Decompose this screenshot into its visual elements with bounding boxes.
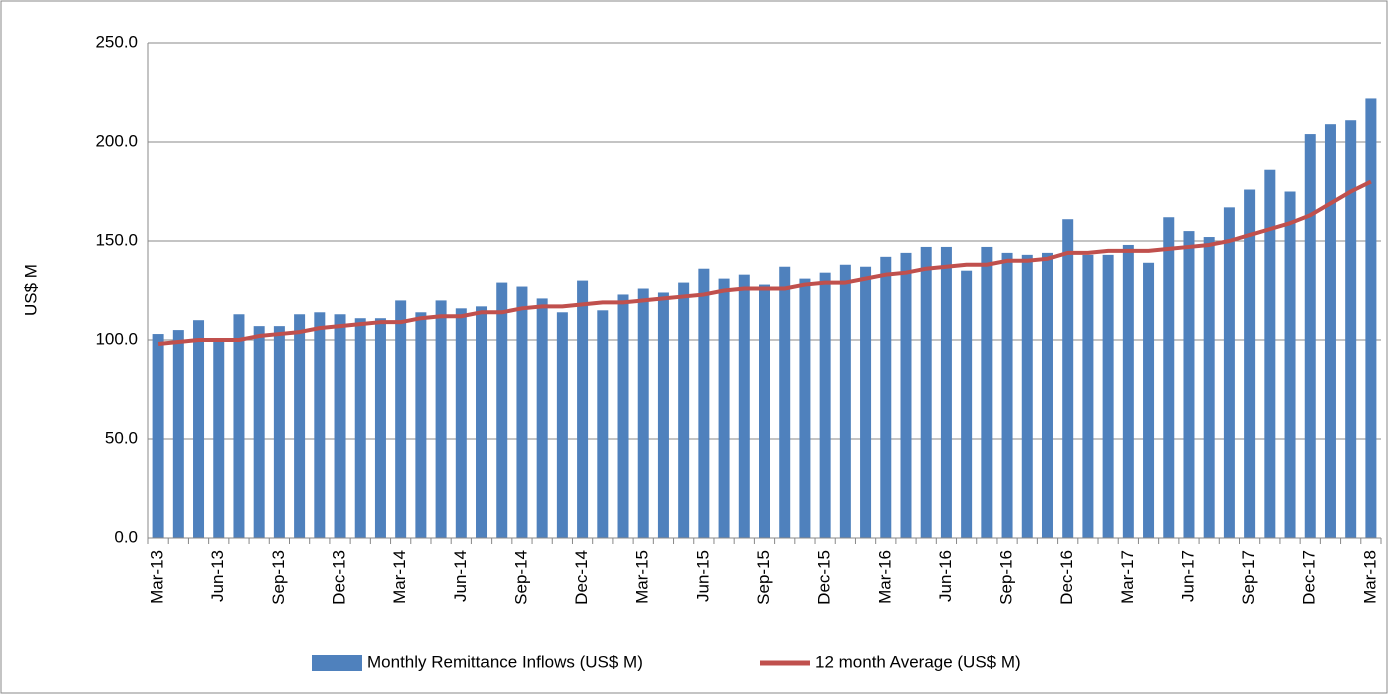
x-tick-label: Sep-15 — [754, 550, 773, 605]
bar — [698, 268, 710, 538]
x-tick-label: Dec-17 — [1300, 550, 1319, 605]
x-tick-label: Jun-14 — [451, 550, 470, 602]
bar — [860, 266, 872, 538]
bar — [193, 320, 205, 538]
x-tick-label: Sep-16 — [997, 550, 1016, 605]
x-tick-label: Jun-16 — [936, 550, 955, 602]
bar — [334, 314, 346, 538]
bar — [577, 280, 589, 538]
x-tick-label: Mar-18 — [1360, 550, 1379, 604]
bar — [1304, 134, 1316, 538]
bar — [233, 314, 245, 538]
bar — [253, 326, 265, 538]
bar — [536, 298, 548, 538]
y-tick-label: 150.0 — [95, 230, 138, 249]
bar — [1264, 169, 1276, 538]
bar — [961, 270, 973, 538]
bar — [759, 284, 770, 538]
bar — [940, 246, 952, 538]
bar — [637, 288, 649, 538]
legend-label: Monthly Remittance Inflows (US$ M) — [367, 652, 643, 671]
y-tick-label: 50.0 — [105, 428, 138, 447]
bar — [1183, 231, 1195, 538]
bar — [900, 252, 912, 538]
bar — [1041, 252, 1053, 538]
bar — [1203, 237, 1215, 539]
bar — [1223, 207, 1235, 538]
bar — [476, 306, 488, 538]
bar — [395, 300, 407, 538]
y-tick-label: 100.0 — [95, 329, 138, 348]
bar — [213, 340, 225, 538]
bar — [1345, 120, 1357, 538]
bar — [981, 246, 993, 538]
bar — [1365, 98, 1377, 538]
bar — [839, 264, 851, 538]
bar — [617, 294, 629, 538]
x-tick-label: Mar-15 — [633, 550, 652, 604]
bar — [516, 286, 528, 538]
x-tick-label: Mar-16 — [875, 550, 894, 604]
bar — [1062, 219, 1074, 538]
bar — [496, 282, 508, 538]
bar — [435, 300, 447, 538]
y-tick-label: 200.0 — [95, 131, 138, 150]
y-tick-label: 0.0 — [114, 527, 138, 546]
x-tick-label: Mar-17 — [1118, 550, 1137, 604]
bar — [1001, 252, 1013, 538]
bar — [415, 312, 427, 538]
bar — [597, 310, 609, 538]
bar — [799, 278, 811, 538]
bar — [1021, 254, 1033, 539]
bar — [455, 308, 467, 538]
x-tick-label: Sep-14 — [511, 550, 530, 605]
x-tick-label: Mar-13 — [148, 550, 167, 604]
legend-swatch — [312, 655, 362, 671]
y-axis-label: US$ M — [21, 264, 40, 316]
y-tick-label: 250.0 — [95, 32, 138, 51]
bar — [1324, 124, 1336, 539]
bar — [294, 314, 306, 538]
bar — [152, 334, 164, 538]
bar — [172, 330, 184, 538]
x-tick-label: Sep-17 — [1239, 550, 1258, 605]
bar — [1122, 244, 1134, 538]
x-tick-label: Jun-17 — [1178, 550, 1197, 602]
x-tick-label: Sep-13 — [269, 550, 288, 605]
bar — [314, 312, 326, 538]
bar — [1284, 191, 1296, 538]
x-tick-label: Dec-13 — [330, 550, 349, 605]
line — [157, 179, 1372, 346]
x-tick-label: Jun-15 — [693, 550, 712, 602]
bar — [1244, 189, 1256, 538]
x-tick-label: Mar-14 — [390, 550, 409, 604]
x-tick-label: Dec-14 — [572, 550, 591, 605]
bar — [678, 282, 690, 538]
bar — [1163, 217, 1175, 539]
x-tick-label: Jun-13 — [208, 550, 227, 602]
bar — [657, 292, 669, 538]
bar — [819, 272, 831, 538]
x-tick-label: Dec-16 — [1057, 550, 1076, 605]
bar — [1143, 262, 1155, 538]
bar — [1102, 254, 1114, 539]
bar — [374, 318, 386, 538]
bar — [556, 312, 568, 538]
bar — [1082, 254, 1094, 539]
bar — [354, 318, 366, 538]
bar — [718, 278, 730, 538]
bar — [920, 246, 932, 538]
bar — [273, 326, 285, 538]
bar — [779, 266, 791, 538]
legend-label: 12 month Average (US$ M) — [815, 652, 1021, 671]
bar — [880, 256, 892, 538]
x-tick-label: Dec-15 — [815, 550, 834, 605]
bar — [738, 274, 750, 538]
